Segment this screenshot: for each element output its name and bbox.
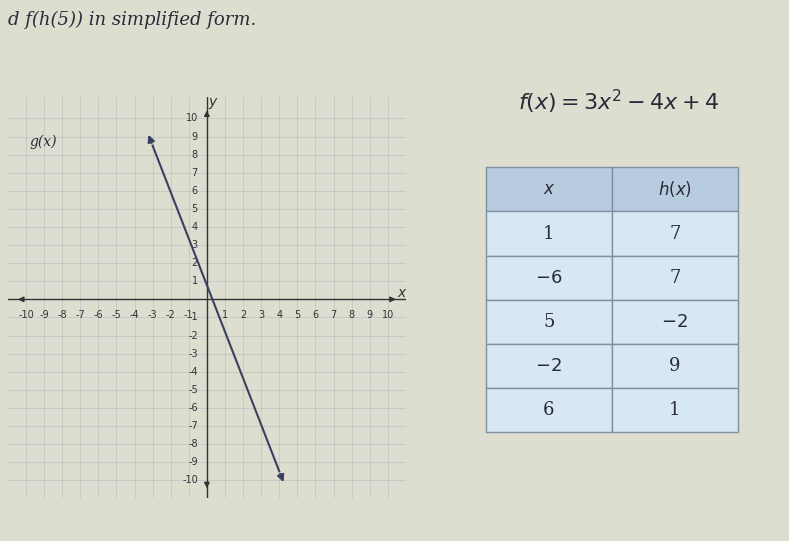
Text: -4: -4 [189, 367, 198, 377]
Text: -9: -9 [189, 457, 198, 467]
Text: 6: 6 [543, 401, 555, 419]
Text: 5: 5 [543, 313, 555, 331]
Text: 10: 10 [382, 310, 394, 320]
Text: $-6$: $-6$ [535, 269, 563, 287]
Text: 7: 7 [331, 310, 337, 320]
Text: $x$: $x$ [543, 181, 555, 198]
Bar [486, 344, 612, 388]
Text: 9: 9 [669, 357, 681, 375]
Text: -5: -5 [111, 310, 122, 320]
Text: -1: -1 [184, 310, 193, 320]
Text: -6: -6 [94, 310, 103, 320]
Text: 7: 7 [192, 168, 198, 178]
Text: 1: 1 [669, 401, 681, 419]
Bar [486, 167, 612, 212]
Text: $x$: $x$ [397, 286, 408, 300]
Text: $-2$: $-2$ [536, 357, 563, 375]
Text: -8: -8 [189, 439, 198, 449]
Text: -8: -8 [58, 310, 67, 320]
Bar [612, 300, 738, 344]
Bar [612, 344, 738, 388]
Text: 10: 10 [185, 114, 198, 123]
Text: 8: 8 [192, 150, 198, 160]
Text: -5: -5 [188, 385, 198, 395]
Text: 9: 9 [367, 310, 372, 320]
Text: -7: -7 [76, 310, 85, 320]
Text: -3: -3 [148, 310, 158, 320]
Text: $y$: $y$ [208, 96, 219, 111]
Text: -3: -3 [189, 348, 198, 359]
Bar [486, 388, 612, 432]
Bar [612, 256, 738, 300]
Text: 1: 1 [543, 225, 555, 242]
Text: 9: 9 [192, 131, 198, 142]
Text: 3: 3 [258, 310, 264, 320]
Text: 3: 3 [192, 240, 198, 250]
Text: $-2$: $-2$ [661, 313, 688, 331]
Text: 7: 7 [669, 269, 681, 287]
Bar [612, 388, 738, 432]
Text: $h(x)$: $h(x)$ [658, 180, 692, 200]
Text: 4: 4 [276, 310, 282, 320]
Text: 7: 7 [669, 225, 681, 242]
Text: 5: 5 [294, 310, 301, 320]
Text: 2: 2 [240, 310, 246, 320]
Text: 4: 4 [192, 222, 198, 232]
Text: -1: -1 [189, 313, 198, 322]
Bar [612, 167, 738, 212]
Text: -2: -2 [188, 331, 198, 340]
Text: 5: 5 [192, 204, 198, 214]
Bar [612, 212, 738, 256]
Text: 1: 1 [222, 310, 228, 320]
Bar [486, 256, 612, 300]
Text: -10: -10 [182, 475, 198, 485]
Text: 2: 2 [192, 258, 198, 268]
Text: -6: -6 [189, 403, 198, 413]
Text: -4: -4 [129, 310, 140, 320]
Bar [486, 300, 612, 344]
Text: d f(h(5)) in simplified form.: d f(h(5)) in simplified form. [8, 11, 256, 29]
Text: -2: -2 [166, 310, 176, 320]
Text: 8: 8 [349, 310, 355, 320]
Text: $f(x) = 3x^2 - 4x + 4$: $f(x) = 3x^2 - 4x + 4$ [518, 88, 720, 116]
Bar [486, 212, 612, 256]
Text: -7: -7 [188, 421, 198, 431]
Text: 6: 6 [312, 310, 319, 320]
Text: -9: -9 [39, 310, 49, 320]
Text: 6: 6 [192, 186, 198, 196]
Text: g(x): g(x) [30, 134, 57, 149]
Text: 1: 1 [192, 276, 198, 286]
Text: -10: -10 [18, 310, 34, 320]
